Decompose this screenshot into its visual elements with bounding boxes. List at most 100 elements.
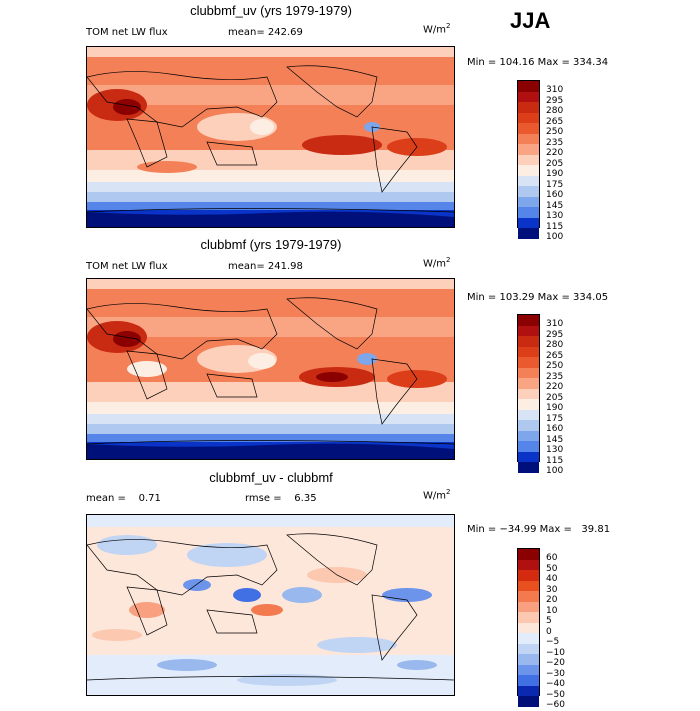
colorbar-swatch	[518, 591, 539, 602]
mean-label: mean= 242.69	[228, 27, 303, 38]
colorbar-swatch	[518, 654, 539, 665]
colorbar-swatch	[518, 685, 539, 696]
colorbar-swatch	[518, 175, 539, 186]
colorbar-tick: −30	[546, 668, 565, 679]
colorbar-tick: 310	[546, 319, 564, 329]
colorbar-swatch	[518, 186, 539, 197]
colorbar-swatch	[518, 388, 539, 399]
colorbar-tick: 60	[546, 553, 558, 563]
colorbar-tick: 220	[546, 148, 564, 158]
colorbar-tick: −5	[546, 637, 560, 647]
panel-title: clubbmf_uv (yrs 1979-1979)	[190, 3, 352, 18]
colorbar-swatch	[518, 123, 539, 134]
mean-label: mean= 241.98	[228, 261, 303, 272]
colorbar-tick: 115	[546, 221, 564, 232]
colorbar-swatch	[518, 357, 539, 368]
colorbar-tick: 190	[546, 169, 564, 179]
panel-model-uv: clubbmf_uv (yrs 1979-1979) TOM net LW fl…	[0, 0, 700, 242]
colorbar-swatch	[518, 346, 539, 357]
colorbar-swatch	[518, 207, 539, 218]
colorbar-tick: 265	[546, 116, 564, 127]
colorbar-tick: −60	[546, 700, 565, 710]
colorbar-swatch	[518, 462, 539, 473]
colorbar-tick: 280	[546, 106, 564, 116]
map-plot	[86, 514, 455, 696]
colorbar-swatch	[518, 696, 539, 707]
colorbar-swatch	[518, 409, 539, 420]
colorbar-tick: 5	[546, 616, 552, 626]
colorbar-swatch	[518, 196, 539, 207]
colorbar	[517, 548, 540, 707]
colorbar-swatch	[518, 154, 539, 165]
colorbar-tick: −20	[546, 658, 565, 668]
panel-title: clubbmf (yrs 1979-1979)	[200, 237, 342, 252]
colorbar-tick: 295	[546, 95, 564, 106]
colorbar-tick: 40	[546, 574, 558, 584]
colorbar-tick: 235	[546, 137, 564, 148]
colorbar-swatch	[518, 441, 539, 452]
colorbar-swatch	[518, 325, 539, 336]
panel-difference: clubbmf_uv - clubbmf mean = 0.71 rmse = …	[0, 468, 700, 710]
colorbar-swatch	[518, 378, 539, 389]
colorbar-swatch	[518, 643, 539, 654]
colorbar-swatch	[518, 622, 539, 633]
colorbar-swatch	[518, 102, 539, 113]
colorbar	[517, 80, 540, 239]
colorbar-tick: 30	[546, 584, 558, 595]
colorbar-swatch	[518, 217, 539, 228]
colorbar-tick: 205	[546, 158, 564, 169]
colorbar-tick: 310	[546, 85, 564, 95]
colorbar-tick: 0	[546, 626, 552, 637]
colorbar-tick: 295	[546, 329, 564, 340]
colorbar-tick: 20	[546, 595, 558, 605]
colorbar-tick: 130	[546, 211, 564, 221]
field-label: TOM net LW flux	[86, 27, 168, 38]
map-field	[87, 47, 454, 227]
colorbar-tick: 280	[546, 340, 564, 350]
map-field	[87, 515, 454, 695]
colorbar-tick: −50	[546, 689, 565, 700]
colorbar-swatch	[518, 601, 539, 612]
colorbar-swatch	[518, 81, 539, 92]
colorbar-tick: 190	[546, 403, 564, 413]
colorbar-swatch	[518, 580, 539, 591]
colorbar-swatch	[518, 367, 539, 378]
colorbar-swatch	[518, 399, 539, 410]
colorbar-ticks: 310 295 280 265 250 235 220 205 190 175 …	[546, 319, 563, 477]
colorbar-tick: 250	[546, 127, 564, 137]
min-max-label: Min = −34.99 Max = 39.81	[467, 524, 611, 535]
min-max-label: Min = 103.29 Max = 334.05	[467, 292, 609, 303]
colorbar-tick: 130	[546, 445, 564, 455]
colorbar-tick: 205	[546, 392, 564, 403]
colorbar-swatch	[518, 133, 539, 144]
colorbar-tick: 250	[546, 361, 564, 371]
min-max-label: Min = 104.16 Max = 334.34	[467, 57, 609, 68]
field-label: TOM net LW flux	[86, 261, 168, 272]
rmse-label: rmse = 6.35	[245, 493, 317, 504]
panel-model-control: clubbmf (yrs 1979-1979) TOM net LW flux …	[0, 234, 700, 476]
colorbar-tick: 235	[546, 371, 564, 382]
colorbar-tick: 10	[546, 605, 558, 616]
colorbar	[517, 314, 540, 473]
colorbar-swatch	[518, 430, 539, 441]
colorbar-tick: 220	[546, 382, 564, 392]
units-label: W/m2	[423, 488, 451, 502]
colorbar-tick: 115	[546, 455, 564, 466]
colorbar-tick: 50	[546, 563, 558, 574]
colorbar-swatch	[518, 675, 539, 686]
mean-label: mean = 0.71	[86, 493, 161, 504]
season-title: JJA	[510, 8, 551, 33]
colorbar-tick: 175	[546, 179, 564, 190]
colorbar-tick: −10	[546, 647, 565, 658]
colorbar-tick: 160	[546, 190, 564, 200]
colorbar-swatch	[518, 112, 539, 123]
colorbar-swatch	[518, 664, 539, 675]
colorbar-swatch	[518, 420, 539, 431]
colorbar-ticks: 310 295 280 265 250 235 220 205 190 175 …	[546, 85, 563, 243]
colorbar-swatch	[518, 549, 539, 560]
colorbar-swatch	[518, 165, 539, 176]
colorbar-swatch	[518, 633, 539, 644]
colorbar-swatch	[518, 559, 539, 570]
colorbar-tick: −40	[546, 679, 565, 689]
colorbar-swatch	[518, 612, 539, 623]
